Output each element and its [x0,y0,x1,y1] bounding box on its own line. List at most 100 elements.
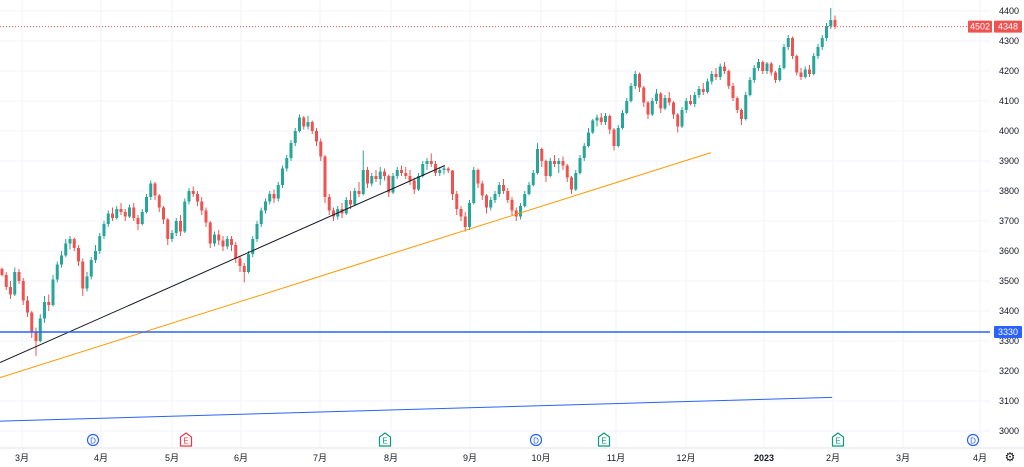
candle [412,177,416,194]
candle-body [4,275,8,287]
candle [655,89,658,104]
candle-body [285,158,289,169]
candle [825,23,828,41]
candle-body [489,200,493,208]
candle-body [769,63,773,73]
candle [302,116,306,130]
candle-body [731,86,735,98]
candle-body [353,191,357,205]
candle [404,167,408,179]
candle [829,8,833,29]
dividend-marker-icon[interactable]: D [86,433,100,447]
candle-body [302,117,306,127]
candle-body [786,38,790,47]
candle-body [30,312,34,332]
candle [21,278,25,305]
candle [132,203,136,221]
candle-body [200,201,204,211]
candle-body [820,38,824,47]
candle [638,72,641,92]
trendlines[interactable] [0,152,833,422]
candle [43,296,46,323]
x-axis[interactable]: 3月 4月 5月 6月 7月 8月 9月 10月 11月 12月 2023 2月 3月 4月 [0,447,1024,463]
x-tick-label: 11月 [607,453,625,463]
candle-body [421,164,425,176]
candle [646,101,650,119]
candle [196,191,199,206]
candle [119,203,123,215]
candle-body [187,191,191,202]
candle-body [357,191,361,194]
gear-icon[interactable]: ⚙ [1005,450,1016,464]
marker-letter: E [183,437,188,446]
candle-body [72,239,76,248]
candle-body [323,156,327,197]
candle-body [752,68,756,80]
current-price-label: 4348 [998,22,1018,32]
x-tick-label: 12月 [676,453,695,463]
candle-body [128,207,131,217]
candle-body [349,200,352,205]
candle-body [744,95,748,119]
candle-body [38,318,42,341]
candle-body [43,302,46,319]
candle-body [710,74,714,82]
candle [349,191,352,209]
earnings-marker-icon[interactable]: E [179,432,193,447]
candle [179,215,182,236]
x-tick-label: 8月 [384,453,398,463]
earnings-marker-icon[interactable]: E [831,432,845,447]
candle-body [455,194,459,209]
dividend-marker-icon[interactable]: D [529,433,543,447]
candle-body [145,197,148,212]
candle [782,44,786,70]
candle [255,221,259,242]
candle-body [332,210,335,217]
earnings-marker-icon[interactable]: E [378,432,392,447]
trendline-0[interactable] [0,165,446,364]
trendline-2[interactable] [0,396,833,422]
candle [468,200,471,230]
candle [242,263,246,283]
candle [697,86,701,98]
candle [595,114,599,127]
candle-body [502,185,505,191]
dividend-marker-icon[interactable]: D [966,433,980,447]
candle [47,294,51,311]
candle-body [493,194,497,200]
candle [463,212,467,232]
candle [693,92,697,107]
y-axis[interactable]: 3000 3100 3200 3300 3400 3500 3600 3700 3800 3900… [999,6,1019,436]
candle-body [697,89,701,95]
candle-body [650,101,654,115]
candle [85,272,89,292]
level-price-tag[interactable]: 3330 [994,326,1022,338]
candle [723,62,726,74]
candle-body [153,183,157,196]
y-tick-label: 3300 [999,336,1019,346]
candle-body [268,194,272,202]
candle-body [642,87,646,103]
candle [30,311,34,338]
candle-body [404,173,408,176]
candle [4,272,8,290]
candle [234,242,238,263]
candle [200,197,204,215]
candle-body [9,287,12,295]
trendline-1[interactable] [0,152,712,379]
candle [574,170,578,191]
candle [395,167,399,179]
marker-letter: D [90,437,96,446]
candle-body [259,210,263,224]
candle-body [327,197,331,211]
candle-body [799,72,803,77]
candle-body [429,161,433,164]
candle [408,170,412,185]
candle [502,179,505,194]
candle [485,194,488,214]
earnings-marker-icon[interactable]: E [597,432,611,447]
candle-body [34,332,38,341]
candle-body [64,243,68,256]
